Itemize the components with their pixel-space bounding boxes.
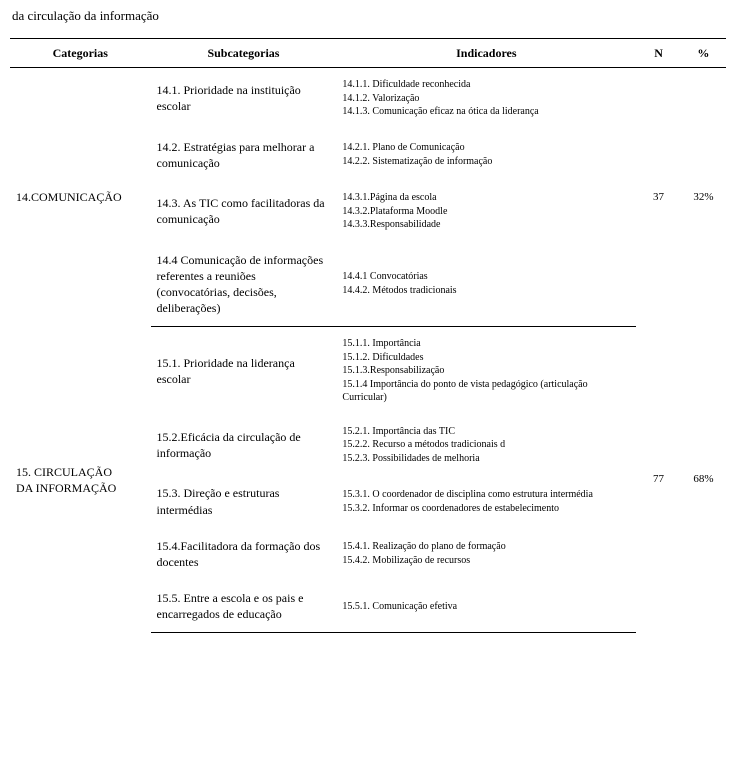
- col-pct: %: [681, 39, 726, 68]
- cat15-s2-indicators: 15.2.1. Importância das TIC 15.2.2. Recu…: [336, 415, 636, 476]
- cat15-s2-label: 15.2.Eficácia da circulação de informaçã…: [151, 415, 337, 476]
- indicator: 14.1.3. Comunicação eficaz na ótica da l…: [342, 106, 538, 117]
- cat15-s3-label: 15.3. Direção e estruturas intermédias: [151, 475, 337, 527]
- indicator: 15.1.2. Dificuldades: [342, 352, 423, 363]
- indicator: 15.4.2. Mobilização de recursos: [342, 555, 470, 566]
- cat15-label: 15. CIRCULAÇÃO DA INFORMAÇÃO: [10, 327, 151, 633]
- cat15-s1-indicators: 15.1.1. Importância 15.1.2. Dificuldades…: [336, 327, 636, 415]
- indicator: 15.1.3.Responsabilização: [342, 365, 444, 376]
- cat15-n: 77: [636, 327, 681, 633]
- indicator: 15.3.1. O coordenador de disciplina como…: [342, 489, 592, 500]
- col-categorias: Categorias: [10, 39, 151, 68]
- cat14-s3-indicators: 14.3.1.Página da escola 14.3.2.Plataform…: [336, 181, 636, 242]
- cat15-pct: 68%: [681, 327, 726, 633]
- indicator: 15.3.2. Informar os coordenadores de est…: [342, 503, 559, 514]
- cat15-s4-indicators: 15.4.1. Realização do plano de formação …: [336, 528, 636, 580]
- indicator: 14.2.2. Sistematização de informação: [342, 156, 492, 167]
- indicator: 15.2.1. Importância das TIC: [342, 426, 455, 437]
- col-indicadores: Indicadores: [336, 39, 636, 68]
- cat15-s5-label: 15.5. Entre a escola e os pais e encarre…: [151, 580, 337, 633]
- indicator: 14.1.2. Valorização: [342, 93, 419, 104]
- cat14-s2-indicators: 14.2.1. Plano de Comunicação 14.2.2. Sis…: [336, 129, 636, 181]
- indicator: 15.4.1. Realização do plano de formação: [342, 541, 505, 552]
- indicator: 14.2.1. Plano de Comunicação: [342, 142, 464, 153]
- cat14-s1-indicators: 14.1.1. Dificuldade reconhecida 14.1.2. …: [336, 68, 636, 129]
- cat14-s3-label: 14.3. As TIC como facilitadoras da comun…: [151, 181, 337, 242]
- indicator: 15.2.3. Possibilidades de melhoria: [342, 453, 479, 464]
- cat14-pct: 32%: [681, 68, 726, 327]
- indicator: 15.1.1. Importância: [342, 338, 420, 349]
- indicator: 14.1.1. Dificuldade reconhecida: [342, 79, 470, 90]
- indicator: 15.2.2. Recurso a métodos tradicionais d: [342, 439, 505, 450]
- cat15-label-line1: 15. CIRCULAÇÃO: [16, 465, 112, 479]
- cat15-s1-label: 15.1. Prioridade na liderança escolar: [151, 327, 337, 415]
- header-row: Categorias Subcategorias Indicadores N %: [10, 39, 726, 68]
- cat14-s1-label: 14.1. Prioridade na instituição escolar: [151, 68, 337, 129]
- indicator: 14.3.1.Página da escola: [342, 192, 436, 203]
- table-row: 15. CIRCULAÇÃO DA INFORMAÇÃO 15.1. Prior…: [10, 327, 726, 415]
- cat15-s3-indicators: 15.3.1. O coordenador de disciplina como…: [336, 475, 636, 527]
- cat14-label: 14.COMUNICAÇÃO: [10, 68, 151, 327]
- indicator: 15.5.1. Comunicação efetiva: [342, 601, 457, 612]
- indicator: 14.3.2.Plataforma Moodle: [342, 206, 447, 217]
- indicator: 14.3.3.Responsabilidade: [342, 219, 440, 230]
- col-subcategorias: Subcategorias: [151, 39, 337, 68]
- indicator: 15.1.4 Importância do ponto de vista ped…: [342, 379, 587, 404]
- cat15-label-line2: DA INFORMAÇÃO: [16, 481, 116, 495]
- table-row: 14.COMUNICAÇÃO 14.1. Prioridade na insti…: [10, 68, 726, 129]
- indicator: 14.4.2. Métodos tradicionais: [342, 285, 456, 296]
- cat15-s5-indicators: 15.5.1. Comunicação efetiva: [336, 580, 636, 633]
- data-table: Categorias Subcategorias Indicadores N %…: [10, 38, 726, 633]
- cat14-s4-indicators: 14.4.1 Convocatórias 14.4.2. Métodos tra…: [336, 242, 636, 327]
- table-caption: da circulação da informação: [12, 8, 726, 24]
- cat14-s2-label: 14.2. Estratégias para melhorar a comuni…: [151, 129, 337, 181]
- col-n: N: [636, 39, 681, 68]
- cat15-s4-label: 15.4.Facilitadora da formação dos docent…: [151, 528, 337, 580]
- cat14-s4-label: 14.4 Comunicação de informações referent…: [151, 242, 337, 327]
- indicator: 14.4.1 Convocatórias: [342, 271, 427, 282]
- cat14-n: 37: [636, 68, 681, 327]
